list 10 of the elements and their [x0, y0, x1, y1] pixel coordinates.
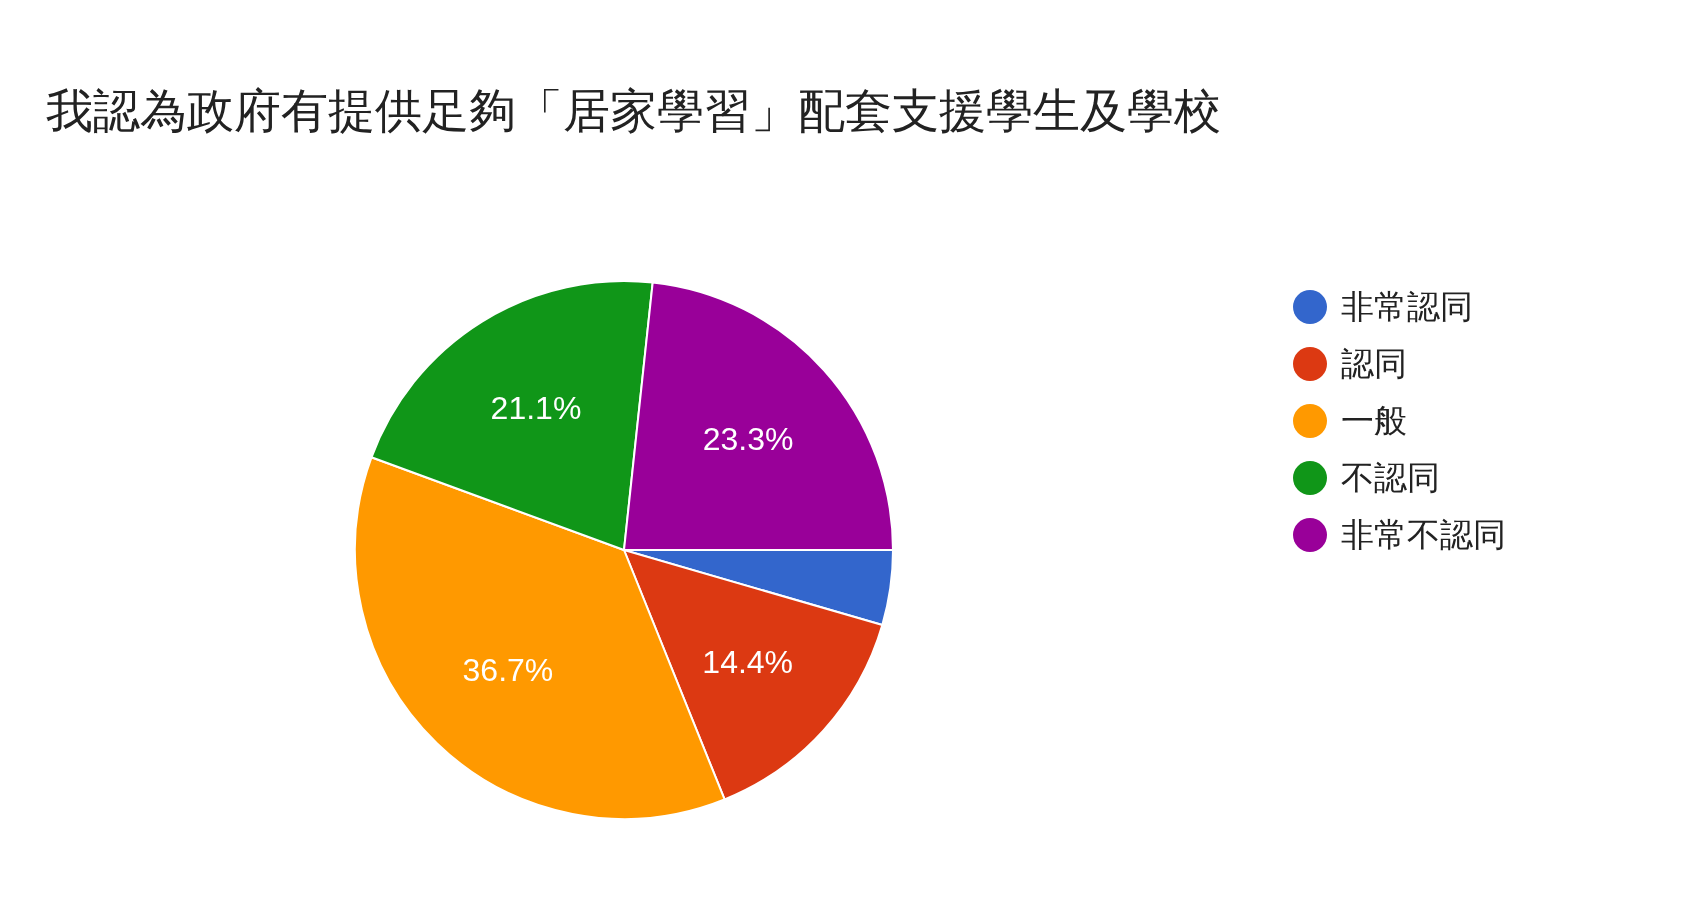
legend-label: 非常不認同	[1341, 514, 1506, 556]
data-label: 14.4%	[702, 643, 794, 680]
legend-label: 不認同	[1341, 457, 1440, 499]
data-label: 23.3%	[702, 420, 794, 457]
legend-label: 一般	[1341, 400, 1407, 442]
chart-title: 我認為政府有提供足夠「居家學習」配套支援學生及學校	[46, 82, 1221, 140]
data-label: 36.7%	[462, 651, 554, 688]
data-label: 21.1%	[490, 390, 582, 427]
legend-label: 認同	[1341, 343, 1407, 385]
legend-label: 非常認同	[1341, 286, 1473, 328]
